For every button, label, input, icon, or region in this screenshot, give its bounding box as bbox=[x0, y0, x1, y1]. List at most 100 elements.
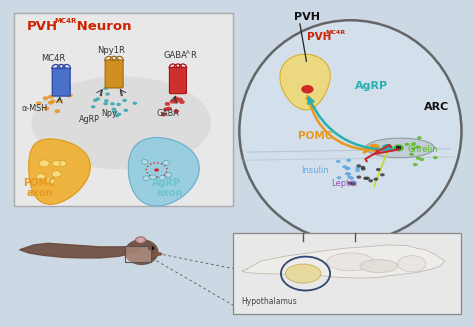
Text: GABA: GABA bbox=[164, 51, 188, 60]
Circle shape bbox=[301, 85, 314, 94]
Circle shape bbox=[105, 93, 110, 96]
Circle shape bbox=[103, 87, 108, 90]
Ellipse shape bbox=[366, 138, 434, 158]
Circle shape bbox=[91, 105, 96, 109]
Circle shape bbox=[44, 106, 49, 110]
Ellipse shape bbox=[285, 264, 321, 283]
Circle shape bbox=[336, 160, 341, 163]
Polygon shape bbox=[242, 245, 445, 278]
Circle shape bbox=[417, 136, 422, 139]
Circle shape bbox=[148, 246, 155, 250]
Circle shape bbox=[48, 101, 54, 105]
Circle shape bbox=[164, 102, 170, 106]
Circle shape bbox=[52, 161, 61, 166]
Circle shape bbox=[365, 177, 370, 180]
Circle shape bbox=[133, 102, 137, 105]
Circle shape bbox=[67, 94, 73, 97]
Circle shape bbox=[374, 178, 378, 181]
Circle shape bbox=[170, 100, 175, 104]
Circle shape bbox=[179, 100, 185, 104]
Circle shape bbox=[306, 96, 311, 100]
Text: Neuron: Neuron bbox=[72, 20, 131, 33]
Text: AgRP: AgRP bbox=[152, 178, 181, 188]
Circle shape bbox=[93, 99, 98, 102]
Circle shape bbox=[356, 164, 361, 167]
Circle shape bbox=[368, 144, 380, 152]
Polygon shape bbox=[128, 138, 199, 206]
Circle shape bbox=[348, 181, 353, 185]
Text: POMC: POMC bbox=[23, 178, 55, 188]
Text: Ghrelin: Ghrelin bbox=[407, 145, 438, 154]
Text: AgRP: AgRP bbox=[79, 115, 100, 124]
Circle shape bbox=[393, 144, 404, 151]
Text: Hypothalamus: Hypothalamus bbox=[241, 297, 297, 306]
Circle shape bbox=[411, 142, 416, 146]
Text: α-MSH: α-MSH bbox=[22, 104, 48, 113]
Circle shape bbox=[142, 160, 148, 164]
FancyBboxPatch shape bbox=[169, 67, 186, 94]
Circle shape bbox=[57, 99, 63, 103]
Ellipse shape bbox=[31, 77, 211, 169]
Text: Npy: Npy bbox=[101, 109, 117, 118]
Circle shape bbox=[165, 173, 172, 177]
Ellipse shape bbox=[125, 239, 158, 265]
Bar bbox=[396, 146, 401, 149]
Circle shape bbox=[352, 181, 356, 184]
Text: axon: axon bbox=[156, 188, 183, 198]
Circle shape bbox=[351, 182, 356, 186]
Circle shape bbox=[416, 157, 420, 160]
Circle shape bbox=[150, 175, 156, 180]
Text: POMC: POMC bbox=[299, 131, 333, 141]
FancyBboxPatch shape bbox=[52, 68, 70, 96]
Circle shape bbox=[368, 179, 373, 182]
Circle shape bbox=[143, 176, 150, 181]
Circle shape bbox=[345, 172, 350, 175]
Text: R: R bbox=[190, 51, 196, 60]
Circle shape bbox=[161, 112, 167, 116]
Circle shape bbox=[173, 96, 179, 100]
Text: PVH: PVH bbox=[27, 20, 58, 33]
Circle shape bbox=[95, 97, 100, 101]
Circle shape bbox=[110, 102, 115, 105]
Circle shape bbox=[123, 109, 128, 112]
Text: PVH: PVH bbox=[294, 12, 320, 22]
Circle shape bbox=[36, 101, 42, 105]
Circle shape bbox=[104, 99, 109, 102]
Circle shape bbox=[58, 161, 66, 166]
FancyBboxPatch shape bbox=[105, 60, 123, 88]
Circle shape bbox=[346, 159, 351, 162]
Circle shape bbox=[355, 166, 360, 170]
Circle shape bbox=[166, 107, 172, 111]
Circle shape bbox=[36, 174, 45, 180]
Circle shape bbox=[159, 176, 165, 180]
Circle shape bbox=[350, 181, 355, 184]
Circle shape bbox=[46, 177, 55, 184]
Circle shape bbox=[115, 114, 119, 117]
Circle shape bbox=[433, 156, 438, 159]
Circle shape bbox=[155, 168, 159, 172]
Circle shape bbox=[349, 177, 354, 180]
Circle shape bbox=[163, 161, 169, 165]
Circle shape bbox=[111, 108, 116, 111]
Text: Npy1R: Npy1R bbox=[98, 46, 126, 55]
Circle shape bbox=[376, 168, 381, 171]
Circle shape bbox=[419, 158, 424, 161]
Text: ARC: ARC bbox=[424, 102, 449, 112]
Ellipse shape bbox=[398, 256, 426, 272]
Text: A: A bbox=[186, 50, 190, 55]
Ellipse shape bbox=[136, 237, 146, 243]
Circle shape bbox=[410, 147, 415, 150]
Circle shape bbox=[48, 95, 54, 99]
Ellipse shape bbox=[137, 238, 144, 242]
Polygon shape bbox=[280, 54, 330, 110]
Circle shape bbox=[163, 107, 169, 111]
Circle shape bbox=[39, 160, 49, 167]
Text: AgRP: AgRP bbox=[355, 81, 388, 91]
Polygon shape bbox=[19, 243, 143, 258]
Circle shape bbox=[173, 109, 179, 113]
Text: Insulin: Insulin bbox=[301, 166, 328, 175]
Circle shape bbox=[117, 112, 121, 116]
Ellipse shape bbox=[327, 253, 374, 271]
Ellipse shape bbox=[360, 260, 398, 273]
FancyBboxPatch shape bbox=[125, 246, 151, 262]
